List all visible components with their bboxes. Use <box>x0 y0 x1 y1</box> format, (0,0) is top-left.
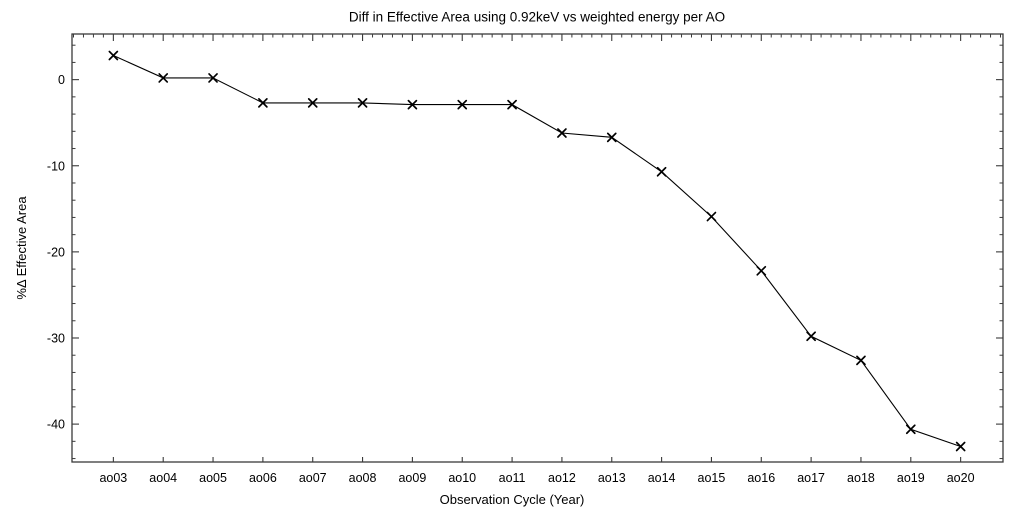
x-tick-label: ao07 <box>299 471 327 485</box>
x-tick-label: ao15 <box>698 471 726 485</box>
data-point-marker <box>706 211 717 222</box>
data-point-marker <box>507 99 517 110</box>
y-axis-title: %Δ Effective Area <box>14 196 29 300</box>
data-point-marker <box>307 98 318 108</box>
y-tick-label: -30 <box>47 331 65 345</box>
x-tick-label: ao16 <box>747 471 775 485</box>
data-point-marker <box>357 98 368 108</box>
x-tick-label: ao03 <box>99 471 127 485</box>
data-point-marker <box>457 99 468 110</box>
data-point-marker <box>905 424 916 435</box>
x-tick-label: ao18 <box>847 471 875 485</box>
data-line <box>113 54 961 448</box>
chart-title: Diff in Effective Area using 0.92keV vs … <box>349 10 725 25</box>
plot-area: 0 -10 -20 -30 -40 ao03 ao04 ao05 ao06 ao07 ao08 ao0… <box>47 33 1004 485</box>
x-tick-label: ao17 <box>797 471 825 485</box>
y-tick-label: -40 <box>47 418 65 432</box>
x-tick-label: ao11 <box>499 471 526 485</box>
data-point-marker <box>656 166 667 177</box>
data-point-marker <box>606 132 617 143</box>
data-point-marker <box>158 73 169 83</box>
data-point-marker <box>258 98 268 108</box>
x-tick-label: ao10 <box>448 471 476 485</box>
x-tick-label: ao04 <box>149 471 177 485</box>
data-point-marker <box>806 331 816 342</box>
y-tick-label: -20 <box>47 245 65 259</box>
data-point-marker <box>856 355 866 366</box>
data-point-marker <box>208 73 218 83</box>
data-point-marker <box>108 50 119 61</box>
x-tick-label: ao19 <box>897 471 925 485</box>
x-tick-label: ao13 <box>598 471 626 485</box>
x-tick-label: ao09 <box>398 471 426 485</box>
x-tick-label: ao06 <box>249 471 277 485</box>
data-point-marker <box>955 441 966 452</box>
y-tick-label: 0 <box>58 73 65 87</box>
data-point-marker <box>557 128 567 138</box>
data-point-marker <box>407 99 418 110</box>
y-tick-label: -10 <box>47 159 65 173</box>
x-tick-label: ao05 <box>199 471 227 485</box>
x-tick-label: ao08 <box>349 471 377 485</box>
x-axis-title: Observation Cycle (Year) <box>440 492 585 507</box>
x-tick-label: ao14 <box>648 471 676 485</box>
data-point-marker <box>756 265 767 276</box>
x-tick-label: ao20 <box>947 471 975 485</box>
x-tick-label: ao12 <box>548 471 576 485</box>
plot-frame <box>71 33 1004 463</box>
